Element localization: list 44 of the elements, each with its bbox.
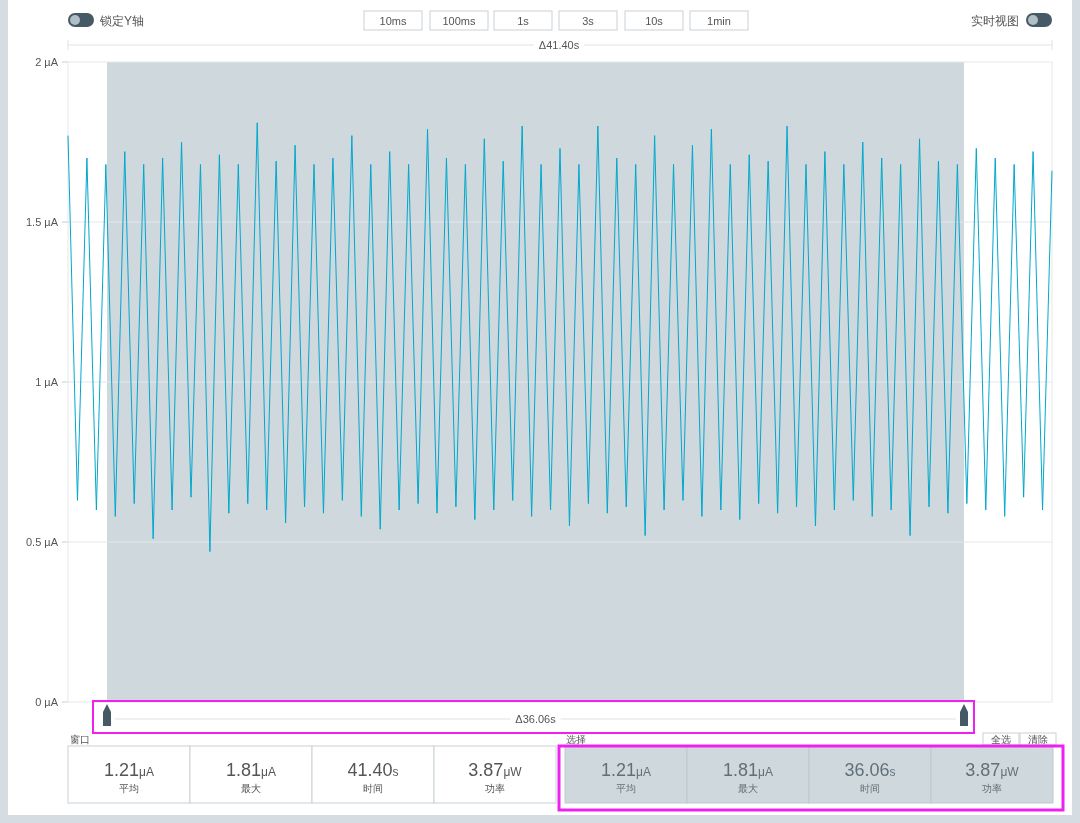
text: 1min (707, 15, 731, 27)
text: 清除 (1028, 734, 1048, 745)
text: μW (503, 765, 523, 779)
text: 1.81 (226, 760, 262, 780)
text: 10s (645, 15, 664, 27)
text: 41.40 (347, 760, 393, 780)
text: 1.21 (601, 760, 637, 780)
text: 3.87 (468, 760, 504, 780)
text: s (889, 765, 896, 779)
y-tick-label: 1.5 µA (25, 216, 59, 228)
text: 最大 (241, 783, 261, 794)
text: 3.87 (965, 760, 1001, 780)
text: 平均 (616, 783, 636, 794)
text: μA (636, 765, 651, 779)
text: 1.81 (723, 760, 759, 780)
text: s (392, 765, 399, 779)
text: 时间 (860, 783, 880, 794)
text: 10ms (379, 15, 407, 27)
y-tick-label: 0.5 µA (25, 536, 59, 548)
text: 选择 (566, 734, 586, 745)
text: 36.06 (844, 760, 890, 780)
text: 100ms (442, 15, 476, 27)
text: Δ41.40s (538, 39, 580, 51)
text: 最大 (738, 783, 758, 794)
text: 时间 (363, 783, 383, 794)
text: 实时视图 (971, 14, 1019, 28)
text: Δ36.06s (515, 713, 557, 725)
text: 平均 (119, 783, 139, 794)
text: 窗口 (70, 734, 90, 745)
text: μA (139, 765, 154, 779)
text: μA (758, 765, 773, 779)
y-tick-label: 2 µA (35, 56, 59, 68)
text: 3s (582, 15, 595, 27)
y-tick-label: 1 µA (35, 376, 59, 388)
text: 锁定Y轴 (99, 14, 145, 28)
text: μA (261, 765, 276, 779)
y-tick-label: 0 µA (35, 696, 59, 708)
text: 1.21 (104, 760, 140, 780)
line-series (67, 122, 1053, 553)
text: 功率 (485, 783, 505, 794)
text: 功率 (982, 783, 1002, 794)
text: μW (1000, 765, 1020, 779)
text: 全选 (991, 734, 1011, 745)
text: 1s (517, 15, 530, 27)
